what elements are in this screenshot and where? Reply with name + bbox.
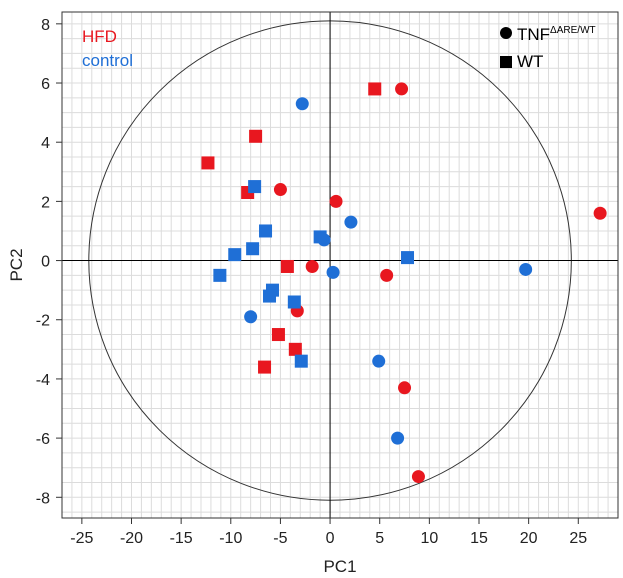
shape-legend: TNFΔARE/WT WT [500,25,596,71]
y-tick-label: 8 [41,17,50,34]
y-tick-label: 6 [41,76,50,93]
data-point-circle [326,265,340,279]
data-point-circle [273,183,287,197]
x-tick-label: -10 [219,530,242,547]
legend-wt-label: WT [517,52,543,71]
x-tick-label: -20 [120,530,143,547]
data-point-circle [329,194,343,208]
y-tick-label: -2 [36,313,50,330]
legend-tnf-superscript: ΔARE/WT [550,25,596,36]
data-point-square [401,251,415,265]
x-axis-title: PC1 [323,557,356,576]
data-point-circle [344,215,358,229]
x-tick-label: 0 [326,530,335,547]
y-tick-label: -6 [36,431,50,448]
y-tick-label: -8 [36,490,50,507]
zero-lines [62,12,618,518]
y-tick-label: 4 [41,135,50,152]
y-tick-label: -4 [36,372,50,389]
color-legend: HFD control [82,27,133,70]
data-point-circle [519,262,533,276]
data-point-circle [395,82,409,96]
data-point-square [248,180,262,194]
data-point-square [313,230,327,244]
data-point-square [263,289,277,303]
data-point-circle [391,431,405,445]
legend-tnf-label: TNFΔARE/WT [517,25,596,44]
x-tick-label: 25 [569,530,587,547]
data-point-square [258,360,272,374]
legend-circle-icon [500,27,512,39]
data-point-square [259,224,273,238]
plot-frame [61,11,619,519]
x-tick-label: 10 [420,530,438,547]
data-point-square [246,242,260,256]
data-point-circle [593,206,607,220]
y-axis-title: PC2 [7,248,26,281]
data-point-circle [295,97,309,111]
x-tick-label: -5 [273,530,287,547]
legend-tnf-text: TNF [517,25,550,44]
data-point-square [280,259,294,273]
data-point-square [201,156,215,170]
legend-square-icon [500,56,512,68]
y-tick-label: 0 [41,254,50,271]
legend-control-label: control [82,51,133,70]
data-point-square [288,342,302,356]
data-point-square [249,129,263,143]
data-point-square [294,354,308,368]
data-point-circle [380,268,394,282]
data-point-square [368,82,382,96]
x-tick-label: 15 [470,530,488,547]
data-point-circle [244,310,258,324]
x-tick-label: 5 [375,530,384,547]
data-point-square [287,295,301,309]
x-tick-label: -15 [170,530,193,547]
grid [61,12,619,518]
data-point-square [271,328,285,342]
data-point-circle [398,381,412,395]
data-point-circle [305,259,319,273]
y-tick-label: 2 [41,194,50,211]
data-point-circle [372,354,386,368]
data-points [201,82,607,484]
legend-hfd-label: HFD [82,27,117,46]
data-point-square [213,268,227,282]
data-point-circle [411,470,425,484]
x-tick-label: -25 [70,530,93,547]
data-point-square [228,248,242,262]
x-tick-label: 20 [520,530,538,547]
